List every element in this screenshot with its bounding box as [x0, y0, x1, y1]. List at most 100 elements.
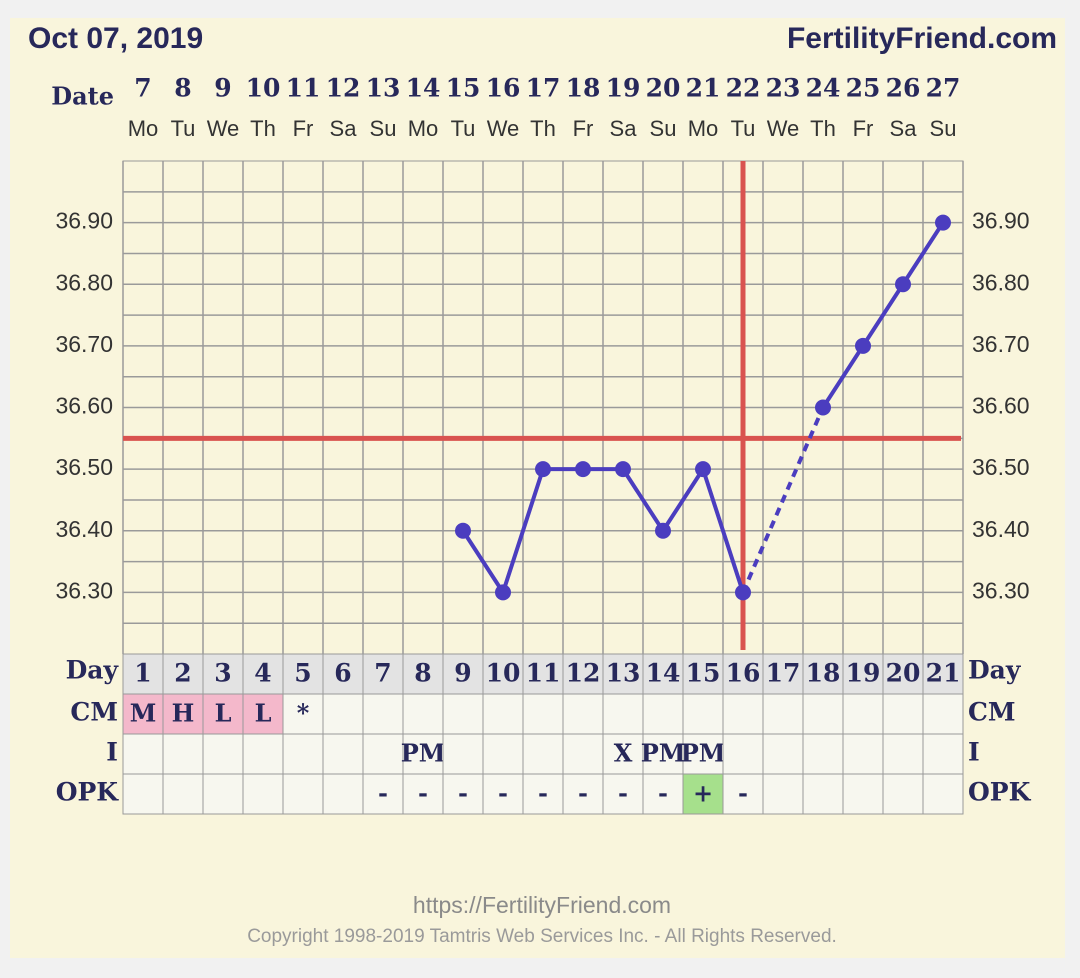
- table-cell: [722, 693, 764, 735]
- table-cell: [562, 773, 604, 815]
- row-label-right: OPK: [968, 778, 1032, 807]
- cell-text: *: [297, 699, 310, 728]
- weekday: Tu: [731, 116, 756, 141]
- date-number: 8: [174, 74, 191, 103]
- date-number: 23: [766, 74, 801, 103]
- date-number: 16: [486, 74, 521, 103]
- temperature-point: [935, 214, 951, 231]
- day-cell: [282, 653, 324, 695]
- weekday: Fr: [573, 116, 594, 141]
- y-tick-label-right: 36.60: [972, 393, 1030, 419]
- table-cell: [842, 773, 884, 815]
- weekday: Fr: [853, 116, 874, 141]
- table-cell: [602, 733, 644, 775]
- weekday: Tu: [171, 116, 196, 141]
- day-cell: [442, 653, 484, 695]
- cell-text: X: [614, 739, 633, 768]
- weekday: Th: [530, 116, 556, 141]
- y-tick-label: 36.80: [55, 269, 113, 295]
- cell-text: -: [618, 779, 628, 808]
- y-tick-label-right: 36.90: [972, 208, 1030, 234]
- y-tick-label-right: 36.40: [972, 516, 1030, 542]
- day-number: 2: [174, 659, 191, 688]
- weekday: Tu: [451, 116, 476, 141]
- date-number: 17: [526, 74, 561, 103]
- table-cell: [802, 693, 844, 735]
- y-tick-label-right: 36.80: [972, 269, 1030, 295]
- date-number: 7: [134, 74, 151, 103]
- temperature-point: [535, 461, 551, 478]
- temperature-point: [855, 337, 871, 354]
- row-label: CM: [70, 698, 118, 727]
- weekday: Mo: [688, 116, 719, 141]
- table-cell: [762, 733, 804, 775]
- day-number: 16: [726, 659, 761, 688]
- row-label-right: Day: [968, 656, 1022, 685]
- date-number: 18: [566, 74, 601, 103]
- table-cell: [762, 693, 804, 735]
- date-number: 20: [646, 74, 681, 103]
- day-number: 12: [566, 659, 601, 688]
- temperature-point: [455, 522, 471, 539]
- table-cell: [522, 733, 564, 775]
- cell-text: PM: [401, 739, 446, 768]
- date-number: 12: [326, 74, 361, 103]
- cell-text: -: [538, 779, 548, 808]
- table-cell: [362, 733, 404, 775]
- table-cell: [642, 773, 684, 815]
- table-cell: [402, 693, 444, 735]
- weekday: Sa: [610, 116, 638, 141]
- table-cell: [482, 733, 524, 775]
- y-tick-label: 36.40: [55, 516, 113, 542]
- day-number: 19: [846, 659, 881, 688]
- day-cell: [722, 653, 764, 695]
- day-cell: [122, 653, 164, 695]
- date-number: 9: [214, 74, 231, 103]
- footer-copyright: Copyright 1998-2019 Tamtris Web Services…: [247, 926, 837, 947]
- table-cell: [482, 693, 524, 735]
- temperature-point: [495, 584, 511, 601]
- y-tick-label-right: 36.70: [972, 331, 1030, 357]
- site-name: FertilityFriend.com: [787, 22, 1057, 55]
- day-cell: [882, 653, 924, 695]
- date-number: 27: [926, 74, 961, 103]
- date-number: 21: [686, 74, 721, 103]
- weekday: Mo: [408, 116, 439, 141]
- weekday: We: [487, 116, 520, 141]
- table-cell: [922, 693, 964, 735]
- temperature-point: [895, 276, 911, 293]
- row-label-right: CM: [968, 698, 1016, 727]
- table-cell: [202, 773, 244, 815]
- table-cell: [602, 693, 644, 735]
- day-cell: [322, 653, 364, 695]
- table-cell: [802, 733, 844, 775]
- table-cell: [562, 733, 604, 775]
- table-cell: [522, 693, 564, 735]
- date-number: 22: [726, 74, 761, 103]
- weekday: Sa: [330, 116, 358, 141]
- cell-text: PM: [681, 739, 726, 768]
- table-cell: [442, 693, 484, 735]
- y-tick-label: 36.60: [55, 393, 113, 419]
- day-number: 17: [766, 659, 801, 688]
- weekday: We: [207, 116, 240, 141]
- day-number: 13: [606, 659, 641, 688]
- day-number: 10: [486, 659, 521, 688]
- day-cell: [922, 653, 964, 695]
- table-cell: [682, 733, 724, 775]
- table-cell: [322, 733, 364, 775]
- date-number: 25: [846, 74, 881, 103]
- table-cell: [602, 773, 644, 815]
- weekday: Th: [810, 116, 836, 141]
- table-cell: [842, 733, 884, 775]
- weekday: Th: [250, 116, 276, 141]
- day-number: 3: [214, 659, 231, 688]
- weekday: Fr: [293, 116, 314, 141]
- date-number: 24: [806, 74, 841, 103]
- day-number: 20: [886, 659, 921, 688]
- y-tick-label: 36.90: [55, 208, 113, 234]
- temperature-line: [461, 221, 945, 597]
- table-cell: [442, 733, 484, 775]
- table-cell: [522, 773, 564, 815]
